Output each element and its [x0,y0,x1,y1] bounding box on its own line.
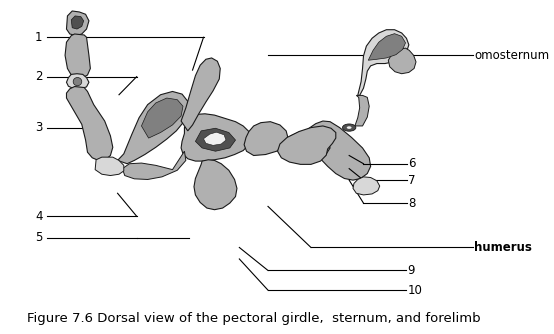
Text: 8: 8 [408,197,416,210]
Text: 5: 5 [35,231,43,244]
Polygon shape [141,98,183,138]
Text: Figure 7.6 Dorsal view of the pectoral girdle,  sternum, and forelimb: Figure 7.6 Dorsal view of the pectoral g… [27,312,480,325]
Text: 1: 1 [35,31,43,44]
Polygon shape [117,92,189,164]
Text: 2: 2 [35,70,43,83]
Text: humerus: humerus [474,241,532,254]
Text: 9: 9 [407,264,415,277]
Polygon shape [244,122,288,156]
Polygon shape [388,48,416,74]
Polygon shape [122,151,186,179]
Polygon shape [66,87,113,160]
Polygon shape [355,96,369,126]
Polygon shape [281,131,330,164]
Polygon shape [353,177,379,195]
Polygon shape [358,30,409,96]
Polygon shape [66,74,89,89]
Text: 4: 4 [35,210,43,223]
Polygon shape [196,128,235,151]
Polygon shape [305,121,371,180]
Polygon shape [368,34,406,60]
Polygon shape [203,132,226,145]
Polygon shape [95,157,124,176]
Text: 6: 6 [408,157,416,170]
Text: omosternum: omosternum [474,49,550,62]
Polygon shape [65,34,90,78]
Ellipse shape [347,126,352,129]
Polygon shape [66,11,89,36]
Polygon shape [194,160,237,210]
Ellipse shape [342,124,356,131]
Polygon shape [71,16,84,29]
Polygon shape [181,58,220,131]
Text: 10: 10 [407,284,422,297]
Polygon shape [181,114,252,161]
Ellipse shape [73,77,82,86]
Text: 7: 7 [408,174,416,187]
Polygon shape [278,126,336,164]
Text: 3: 3 [35,121,43,134]
